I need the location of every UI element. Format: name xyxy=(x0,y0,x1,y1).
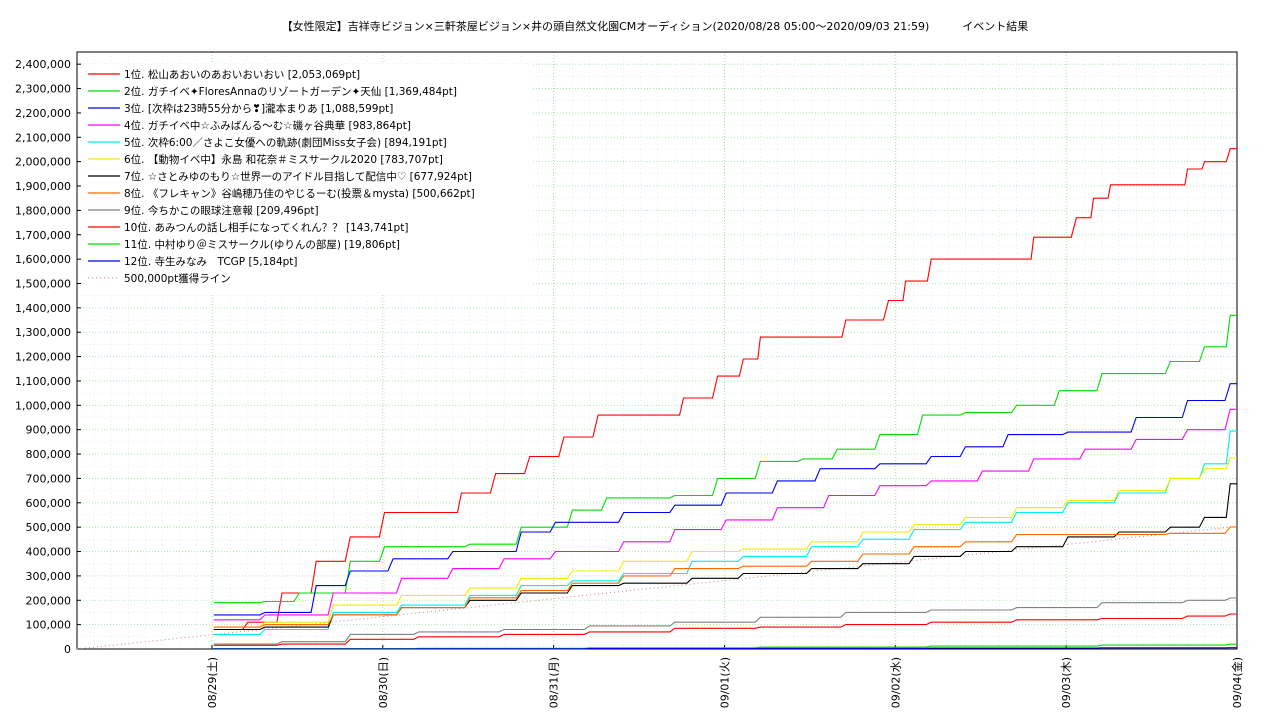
y-tick-label: 1,900,000 xyxy=(15,180,71,193)
y-tick-label: 1,700,000 xyxy=(15,229,71,242)
legend-entry: 8位. 《フレキャン》谷嶋穂乃佳のやじるーむ(投票＆mysta) [500,66… xyxy=(124,187,475,200)
legend-entry: 500,000pt獲得ライン xyxy=(124,272,231,285)
y-tick-label: 2,300,000 xyxy=(15,83,71,96)
y-tick-label: 100,000 xyxy=(26,619,72,632)
x-tick-label: 09/01(火) xyxy=(718,657,731,708)
legend: 1位. 松山あおいのあおいおいおい [2,053,069pt] 2位. ガチイベ✦… xyxy=(82,64,532,295)
y-tick-label: 1,200,000 xyxy=(15,351,71,364)
chart-title: 【女性限定】吉祥寺ビジョン×三軒茶屋ビジョン×井の頭自然文化園CMオーディション… xyxy=(282,19,1029,33)
x-tick-label: 08/30(日) xyxy=(377,657,390,708)
x-tick-label: 09/02(水) xyxy=(889,657,902,708)
series-line-4 xyxy=(213,408,1237,621)
y-tick-label: 800,000 xyxy=(26,448,72,461)
series-line-3 xyxy=(213,383,1237,616)
y-tick-label: 1,500,000 xyxy=(15,277,71,290)
legend-entry: 6位. 【動物イベ中】永島 和花奈＃ミスサークル2020 [783,707pt] xyxy=(124,153,443,166)
series-layer xyxy=(76,148,1237,650)
y-tick-label: 2,200,000 xyxy=(15,107,71,120)
legend-entry: 12位. 寺生みなみ TCGP [5,184pt] xyxy=(124,255,298,268)
y-tick-label: 700,000 xyxy=(26,472,72,485)
series-line-12 xyxy=(213,647,1237,650)
legend-entry: 9位. 今ちかこの眼球注意報 [209,496pt] xyxy=(124,204,319,217)
x-tick-label: 08/31(月) xyxy=(548,657,561,708)
series-line-2 xyxy=(213,314,1237,604)
series-line-8 xyxy=(213,526,1237,628)
y-tick-label: 200,000 xyxy=(26,594,72,607)
y-tick-label: 1,000,000 xyxy=(15,399,71,412)
series-line-5 xyxy=(213,430,1237,635)
axes: 0 100,000 200,000 300,000 400,000 500,000 600,… xyxy=(15,51,1244,708)
grid xyxy=(76,52,1238,650)
y-tick-label: 1,100,000 xyxy=(15,375,71,388)
y-tick-label: 1,300,000 xyxy=(15,326,71,339)
y-tick-label: 2,400,000 xyxy=(15,58,71,71)
x-tick-label: 08/29(土) xyxy=(206,657,219,708)
legend-background xyxy=(82,64,532,295)
y-tick-label: 2,100,000 xyxy=(15,131,71,144)
series-line-10 xyxy=(213,613,1237,646)
legend-entry: 3位. [次枠は23時55分から❣]瀧本まりあ [1,088,599pt] xyxy=(124,102,393,115)
y-tick-label: 0 xyxy=(64,643,71,656)
y-tick-label: 900,000 xyxy=(26,424,72,437)
x-tick-label: 09/04(金) xyxy=(1230,657,1244,708)
legend-entry: 10位. あみつんの話し相手になってくれん？？ [143,741pt] xyxy=(124,221,408,234)
y-tick-label: 400,000 xyxy=(26,546,72,559)
series-line-9 xyxy=(213,597,1237,645)
y-tick-label: 500,000 xyxy=(26,521,72,534)
legend-entry: 4位. ガチイベ中☆ふみばんる〜む☆磯ヶ谷典華 [983,864pt] xyxy=(124,119,411,132)
legend-entry: 7位. ☆さとみゆのもり☆世界一のアイドル目指して配信中♡ [677,924pt… xyxy=(124,170,472,183)
y-tick-label: 2,000,000 xyxy=(15,156,71,169)
y-tick-label: 600,000 xyxy=(26,497,72,510)
legend-entry: 1位. 松山あおいのあおいおいおい [2,053,069pt] xyxy=(124,68,360,81)
y-tick-label: 1,600,000 xyxy=(15,253,71,266)
legend-entry: 2位. ガチイベ✦FloresAnnaのリゾートガーデン✦天仙 [1,369,4… xyxy=(124,85,457,98)
y-tick-label: 1,800,000 xyxy=(15,204,71,217)
y-tick-label: 1,400,000 xyxy=(15,302,71,315)
series-line-1 xyxy=(213,148,1237,631)
legend-entry: 11位. 中村ゆり＠ミスサークル(ゆりんの部屋) [19,806pt] xyxy=(124,238,400,251)
x-tick-label: 09/03(木) xyxy=(1060,657,1073,708)
y-tick-label: 300,000 xyxy=(26,570,72,583)
legend-entry: 5位. 次枠6:00／さよこ女優への軌跡(劇団Miss女子会) [894,191… xyxy=(124,136,447,149)
series-line-6 xyxy=(213,457,1237,628)
